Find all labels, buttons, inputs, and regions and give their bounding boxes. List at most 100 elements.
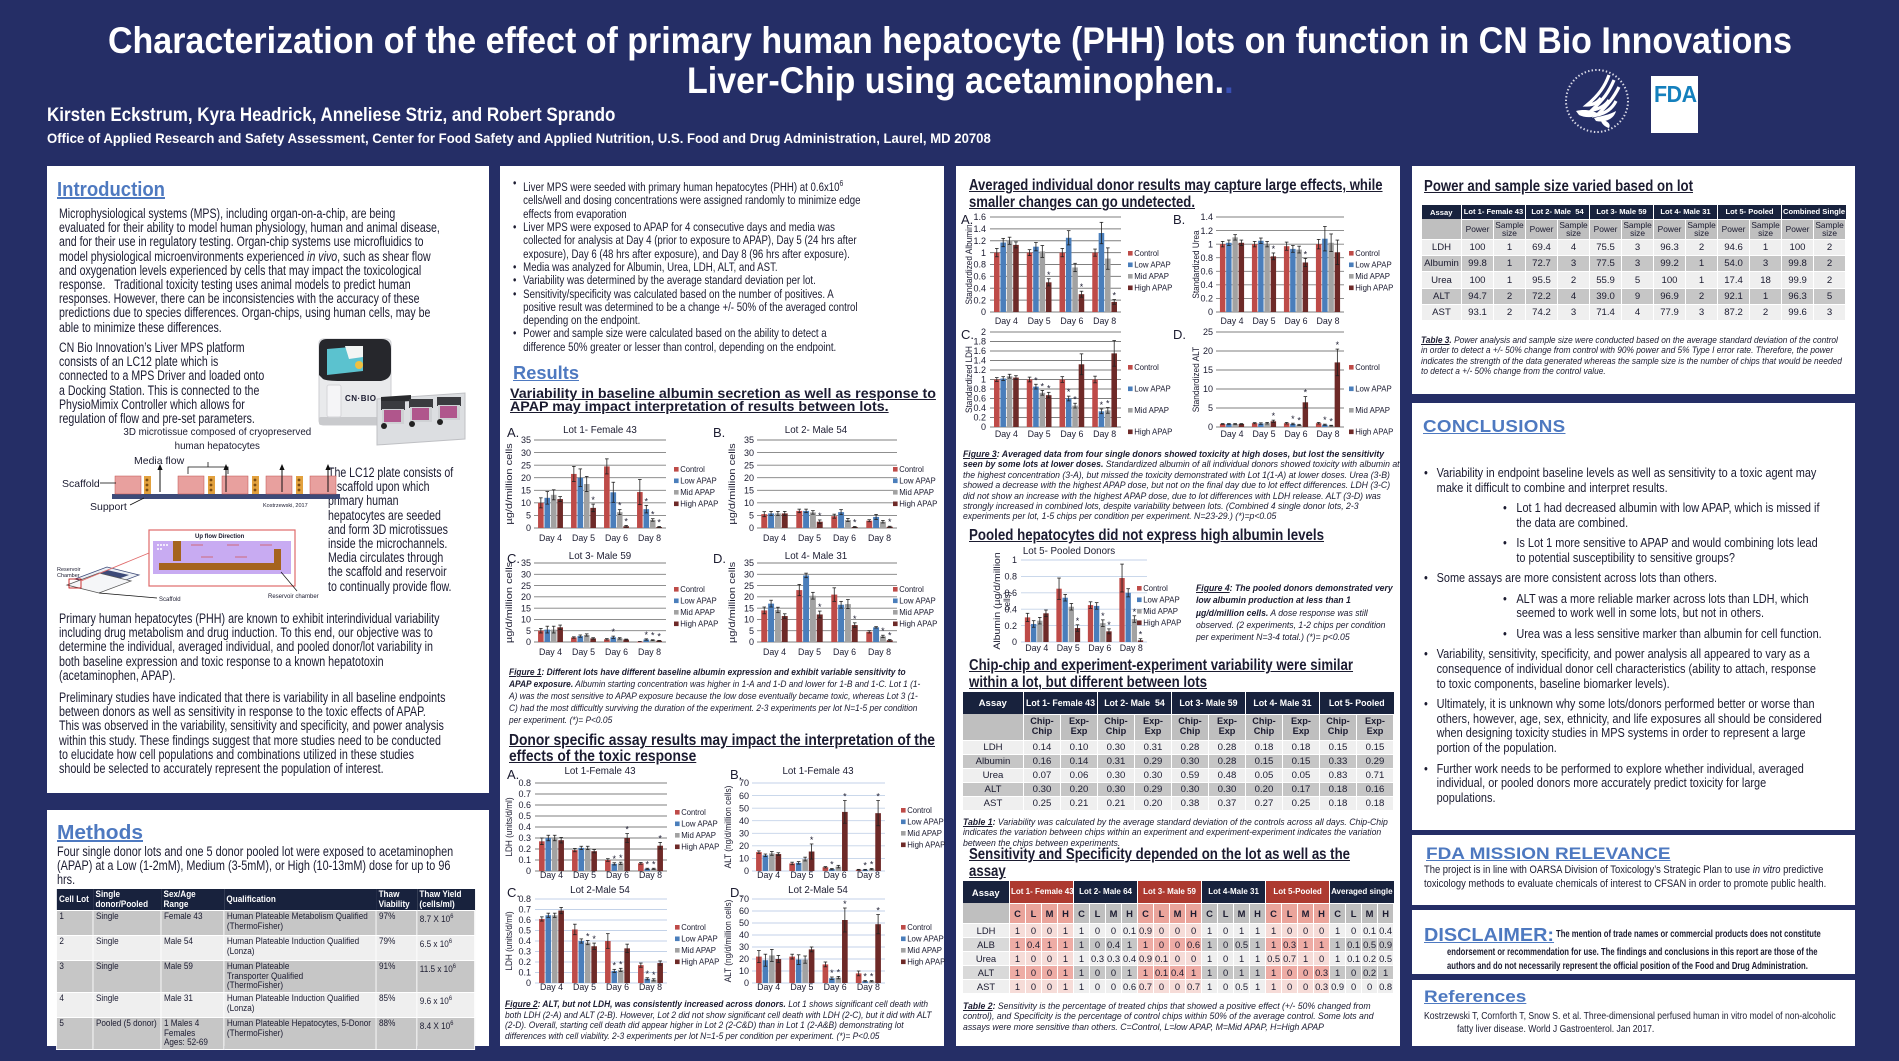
svg-text:Control: Control	[899, 585, 924, 594]
svg-text:*: *	[1041, 381, 1045, 391]
svg-text:0.8: 0.8	[518, 778, 531, 788]
svg-text:Lot 1-Female 43: Lot 1-Female 43	[782, 765, 853, 777]
svg-text:1.2: 1.2	[1200, 226, 1213, 236]
svg-text:High APAP: High APAP	[907, 840, 946, 849]
svg-text:Mid APAP: Mid APAP	[681, 831, 716, 840]
svg-text:High APAP: High APAP	[680, 619, 719, 628]
svg-text:High APAP: High APAP	[681, 842, 720, 851]
svg-text:*: *	[870, 972, 874, 982]
svg-text:30: 30	[521, 448, 531, 458]
svg-text:25: 25	[1203, 327, 1213, 337]
svg-text:Mid APAP: Mid APAP	[1355, 272, 1390, 281]
svg-text:Day 6: Day 6	[833, 647, 856, 658]
svg-text:Up flow Direction: Up flow Direction	[195, 534, 245, 540]
svg-text:A.: A.	[507, 767, 519, 782]
svg-text:0.6: 0.6	[1200, 266, 1213, 276]
svg-text:Day 8: Day 8	[1316, 429, 1339, 440]
svg-text:C.: C.	[961, 327, 974, 342]
svg-text:0.8: 0.8	[1004, 572, 1017, 582]
svg-text:0: 0	[1208, 307, 1213, 317]
svg-text:Low APAP: Low APAP	[907, 817, 944, 826]
svg-text:Low APAP: Low APAP	[1134, 384, 1171, 393]
svg-text:1: 1	[1208, 239, 1213, 249]
svg-text:B.: B.	[730, 767, 742, 782]
svg-text:0.2: 0.2	[973, 413, 986, 423]
svg-text:Day 6: Day 6	[1060, 316, 1083, 327]
svg-text:Low APAP: Low APAP	[899, 596, 936, 605]
svg-text:Low APAP: Low APAP	[1143, 595, 1180, 604]
svg-text:Day 4: Day 4	[540, 982, 563, 993]
svg-text:*: *	[810, 835, 814, 845]
svg-text:Mid APAP: Mid APAP	[681, 946, 716, 955]
svg-text:*: *	[1304, 388, 1308, 398]
svg-text:C.: C.	[507, 885, 520, 900]
svg-text:Day 8: Day 8	[639, 982, 662, 993]
svg-text:*: *	[843, 899, 847, 909]
svg-text:1: 1	[981, 375, 986, 385]
svg-text:0.6: 0.6	[518, 915, 531, 925]
svg-text:Media flow: Media flow	[134, 455, 185, 467]
svg-text:Low APAP: Low APAP	[681, 934, 718, 943]
svg-text:1: 1	[1012, 555, 1017, 565]
svg-text:Mid APAP: Mid APAP	[680, 488, 715, 497]
svg-text:0.4: 0.4	[1004, 604, 1017, 614]
svg-text:50: 50	[739, 918, 749, 928]
svg-text:Day 8: Day 8	[639, 870, 662, 881]
svg-text:35: 35	[521, 435, 531, 445]
svg-text:40: 40	[739, 930, 749, 940]
svg-text:µg/d/million cells: µg/d/million cells	[727, 443, 737, 525]
svg-text:1.4: 1.4	[1200, 212, 1213, 222]
svg-text:Day 4: Day 4	[995, 316, 1018, 327]
svg-text:*: *	[1133, 607, 1137, 617]
svg-text:Reservoir chamber: Reservoir chamber	[268, 594, 319, 600]
svg-text:Day 5: Day 5	[1252, 429, 1275, 440]
svg-text:60: 60	[739, 791, 749, 801]
svg-text:Mid APAP: Mid APAP	[1355, 406, 1390, 415]
svg-text:Day 5: Day 5	[1028, 316, 1051, 327]
svg-text:*: *	[1067, 387, 1071, 397]
svg-text:0: 0	[981, 422, 986, 432]
svg-text:*: *	[870, 859, 874, 869]
svg-text:Day 6: Day 6	[606, 982, 629, 993]
svg-text:Day 5: Day 5	[798, 533, 821, 544]
svg-text:0: 0	[749, 637, 754, 647]
svg-text:1.4: 1.4	[973, 356, 986, 366]
svg-text:Mid APAP: Mid APAP	[1143, 607, 1178, 616]
svg-text:0.2: 0.2	[1004, 621, 1017, 631]
svg-text:*: *	[586, 931, 590, 941]
svg-text:*: *	[881, 626, 885, 636]
svg-text:30: 30	[739, 828, 749, 838]
svg-text:Day 6: Day 6	[1060, 429, 1083, 440]
svg-text:C.: C.	[507, 551, 520, 566]
svg-text:5: 5	[526, 626, 531, 636]
svg-text:Day 5: Day 5	[790, 982, 813, 993]
svg-text:Low APAP: Low APAP	[680, 476, 717, 485]
svg-text:0.7: 0.7	[518, 789, 531, 799]
svg-text:0: 0	[749, 523, 754, 533]
svg-text:*: *	[658, 833, 662, 843]
svg-text:0: 0	[526, 866, 531, 876]
svg-text:10: 10	[521, 615, 531, 625]
svg-text:10: 10	[744, 615, 754, 625]
svg-text:*: *	[1100, 400, 1104, 410]
svg-text:CN·BIO: CN·BIO	[345, 394, 376, 403]
svg-text:Standardized Urea: Standardized Urea	[1191, 230, 1201, 298]
svg-text:0.4: 0.4	[973, 283, 986, 293]
svg-text:Control: Control	[907, 923, 932, 932]
svg-text:Day 4: Day 4	[763, 533, 786, 544]
svg-text:*: *	[612, 627, 616, 637]
svg-text:Day 5: Day 5	[1057, 643, 1080, 654]
svg-text:1.2: 1.2	[973, 236, 986, 246]
svg-text:High APAP: High APAP	[907, 957, 946, 966]
svg-text:Day 4: Day 4	[1025, 643, 1048, 654]
svg-text:*: *	[876, 792, 880, 802]
svg-text:Low APAP: Low APAP	[1355, 260, 1392, 269]
svg-text:30: 30	[744, 569, 754, 579]
svg-text:15: 15	[744, 485, 754, 495]
svg-text:High APAP: High APAP	[1134, 283, 1173, 292]
svg-text:Day 5: Day 5	[1252, 316, 1275, 327]
svg-text:15: 15	[1203, 365, 1213, 375]
svg-text:1.6: 1.6	[973, 346, 986, 356]
svg-text:Low APAP: Low APAP	[907, 934, 944, 943]
svg-text:High APAP: High APAP	[1355, 283, 1394, 292]
